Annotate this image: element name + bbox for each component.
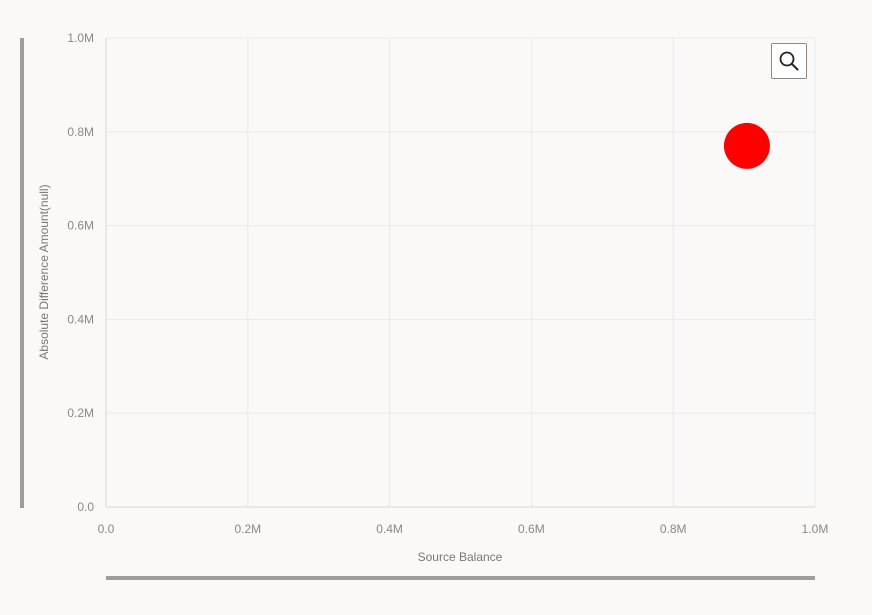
y-tick-label: 0.6M (67, 219, 94, 233)
axes (105, 38, 815, 508)
x-tick-label: 0.2M (234, 522, 261, 536)
tick-labels: 0.0 0.2M 0.4M 0.6M 0.8M 1.0M 0.0 0.2M 0.4M 0.6M 0.… (67, 31, 828, 536)
x-tick-label: 0.8M (660, 522, 687, 536)
x-axis-title: Source Balance (418, 550, 503, 564)
magnifier-icon (779, 51, 799, 71)
vertical-scrollbar[interactable] (20, 38, 24, 508)
horizontal-scrollbar[interactable] (106, 576, 815, 580)
y-tick-label: 0.4M (67, 312, 94, 326)
x-tick-label: 0.0 (98, 522, 115, 536)
y-tick-label: 0.8M (67, 125, 94, 139)
x-tick-label: 0.6M (518, 522, 545, 536)
y-tick-label: 0.0 (77, 500, 94, 514)
zoom-button[interactable] (771, 43, 807, 79)
y-tick-label: 0.2M (67, 406, 94, 420)
x-tick-label: 1.0M (802, 522, 829, 536)
scatter-point[interactable] (723, 122, 770, 169)
y-tick-label: 1.0M (67, 31, 94, 45)
x-tick-label: 0.4M (376, 522, 403, 536)
grid (105, 37, 816, 508)
y-axis-title: Absolute Difference Amount(null) (37, 184, 51, 359)
data-points (723, 122, 770, 169)
